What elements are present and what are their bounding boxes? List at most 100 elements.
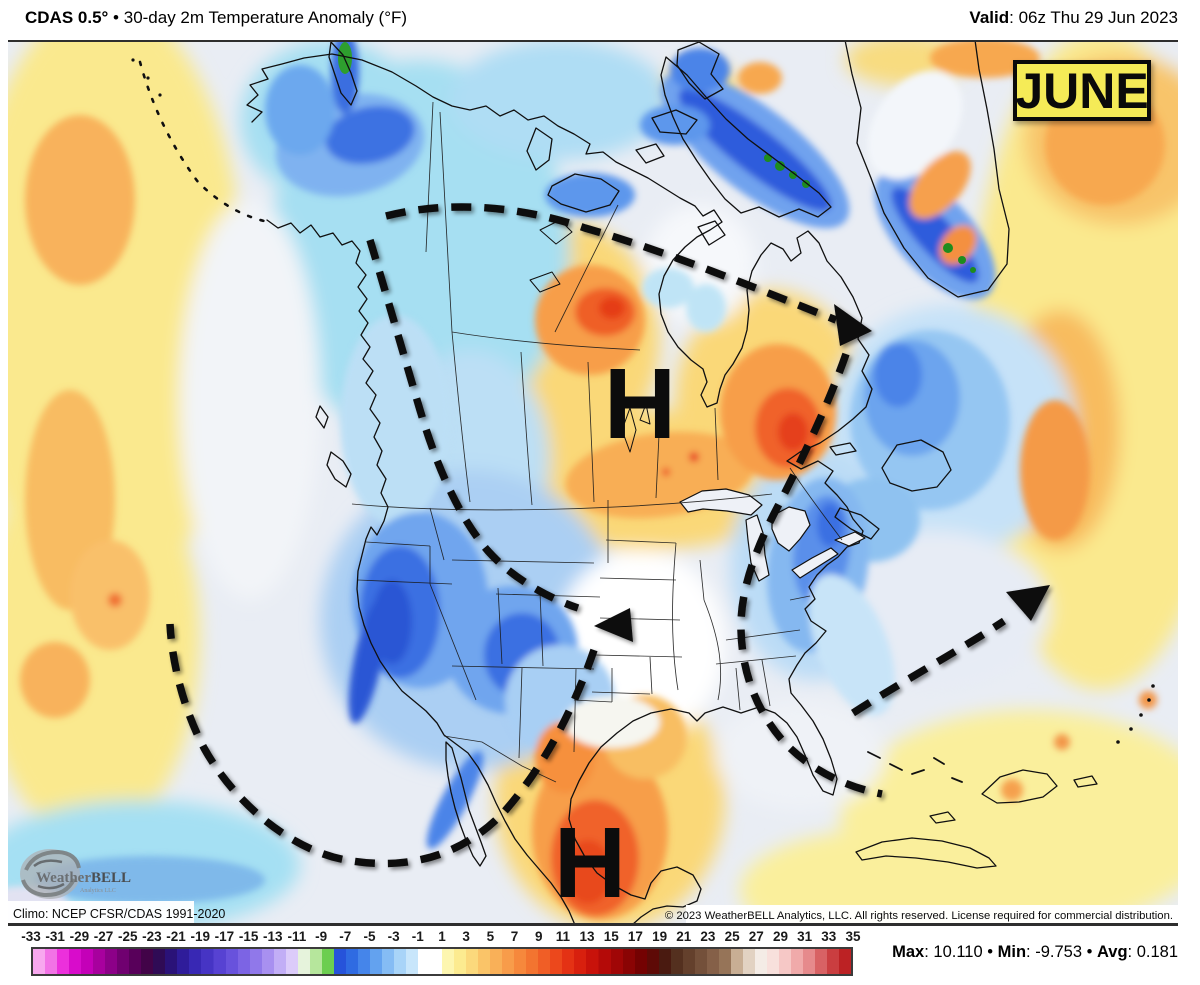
colorbar-cell: [273, 949, 298, 974]
colorbar-tick: 33: [821, 929, 837, 944]
month-badge: JUNE: [1013, 60, 1151, 121]
colorbar-cell: [177, 949, 202, 974]
anomaly-map: H H WeatherBELL Analytics LLC Climo: NCE…: [8, 42, 1178, 925]
colorbar-tick: -1: [411, 929, 424, 944]
colorbar-cell: [562, 949, 587, 974]
colorbar-tick: 15: [603, 929, 619, 944]
max-label: Max: [892, 943, 925, 961]
field-stats: Max: 10.110 • Min: -9.753 • Avg: 0.181: [892, 943, 1178, 961]
colorbar-tick: 27: [748, 929, 764, 944]
colorbar-cell: [490, 949, 515, 974]
map-bottom-border: [8, 923, 1178, 926]
product-title: 30-day 2m Temperature Anomaly (°F): [123, 8, 408, 27]
colorbar-tick: 31: [797, 929, 813, 944]
title-bullet: •: [108, 8, 124, 27]
colorbar-cell: [514, 949, 539, 974]
arrowhead-hudson: [834, 304, 872, 346]
colorbar-tick: 21: [676, 929, 692, 944]
colorbar-tick: -19: [190, 929, 210, 944]
colorbar-cell: [730, 949, 755, 974]
model-name: CDAS 0.5°: [25, 8, 109, 27]
colorbar-cell: [442, 949, 467, 974]
great-lakes: [679, 488, 866, 582]
colorbar-tick: 13: [579, 929, 595, 944]
colorbar-cell: [754, 949, 779, 974]
valid-value: 06z Thu 29 Jun 2023: [1018, 8, 1178, 27]
colorbar-cell: [803, 949, 828, 974]
colorbar-tick: -13: [262, 929, 283, 944]
colorbar-cell: [658, 949, 683, 974]
colorbar-tick: -25: [117, 929, 138, 944]
colorbar-cell: [610, 949, 635, 974]
island-dots: [131, 58, 1155, 744]
colorbar-tick: 11: [555, 929, 571, 944]
colorbar-tick: 9: [534, 929, 543, 944]
colorbar-tick: 35: [845, 929, 861, 944]
arrow-east-coast: [737, 352, 883, 798]
high-marker-mexico: H: [554, 807, 626, 919]
colorbar-cell: [57, 949, 82, 974]
colorbar-tick: -27: [93, 929, 114, 944]
climo-note: Climo: NCEP CFSR/CDAS 1991-2020: [13, 907, 225, 921]
colorbar-cell: [201, 949, 226, 974]
colorbar-cell: [706, 949, 731, 974]
svg-text:Analytics LLC: Analytics LLC: [80, 888, 116, 894]
colorbar-tick: -15: [238, 929, 259, 944]
colorbar-cell: [586, 949, 611, 974]
flow-arrows: [166, 203, 1050, 868]
map-top-border: [8, 40, 1178, 43]
colorbar-cell: [634, 949, 659, 974]
coastlines: [138, 42, 1098, 925]
colorbar-tick: -33: [21, 929, 41, 944]
high-marker-canada: H: [604, 348, 676, 460]
colorbar-ticks: -33 -31 -29 -27 -25 -23 -21 -19 -17 -15 -13 -11 -9 -7…: [21, 929, 860, 946]
political-borders: [351, 101, 843, 783]
colorbar-cell: [225, 949, 250, 974]
min-label: Min: [997, 943, 1027, 961]
valid-label: Valid: [969, 8, 1010, 27]
colorbar-tick: 23: [700, 929, 716, 944]
copyright-note: © 2023 WeatherBELL Analytics, LLC. All r…: [665, 910, 1173, 922]
arrowhead-atlantic: [1006, 585, 1050, 621]
colorbar-cell: [369, 949, 394, 974]
colorbar-cell: [153, 949, 178, 974]
valid-time: Valid: 06z Thu 29 Jun 2023: [969, 8, 1178, 27]
arrow-plains-descent: [366, 238, 580, 612]
colorbar-cell: [129, 949, 154, 974]
arrow-pacific-sweep: [166, 623, 598, 868]
max-value: 10.110: [933, 943, 983, 961]
anomaly-field-cores: [8, 42, 1165, 925]
colorbar-tick: -5: [363, 929, 376, 944]
colorbar-tick: -21: [166, 929, 186, 944]
colorbar-tick: 17: [627, 929, 643, 944]
colorbar-tick: -9: [315, 929, 328, 944]
colorbar-tick: 5: [486, 929, 495, 944]
colorbar-tick: 19: [652, 929, 668, 944]
colorbar-tick: -31: [45, 929, 65, 944]
colorbar-cell: [33, 949, 58, 974]
colorbar-tick: 25: [724, 929, 740, 944]
weatherbell-logo: WeatherBELL Analytics LLC: [20, 849, 131, 899]
colorbar-tick: -29: [69, 929, 90, 944]
colorbar-cell: [827, 949, 852, 974]
colorbar-cell: [418, 949, 443, 974]
colorbar-cell: [345, 949, 370, 974]
colorbar-tick: -3: [387, 929, 400, 944]
colorbar-tick: -7: [339, 929, 352, 944]
colorbar-cell: [393, 949, 418, 974]
colorbar-cell: [778, 949, 803, 974]
colorbar-cell: [682, 949, 707, 974]
logo-swirl-icon: [20, 849, 80, 899]
colorbar-tick: -11: [287, 929, 307, 944]
svg-text:WeatherBELL: WeatherBELL: [36, 870, 131, 886]
colorbar-cell: [81, 949, 106, 974]
map-title: CDAS 0.5° • 30-day 2m Temperature Anomal…: [25, 8, 407, 28]
arrowhead-plains: [594, 608, 633, 642]
colorbar-cell: [105, 949, 130, 974]
colorbar-cell: [249, 949, 274, 974]
colorbar-scale: [31, 947, 853, 976]
colorbar-tick: 1: [438, 929, 446, 944]
arrow-atlantic: [850, 617, 1007, 717]
colorbar-tick: 7: [510, 929, 519, 944]
